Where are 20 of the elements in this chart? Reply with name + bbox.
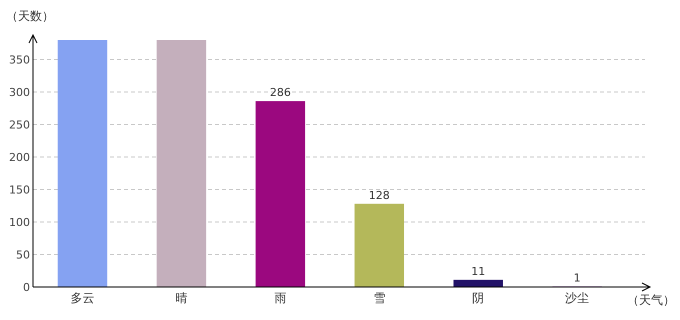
y-tick-label: 100	[9, 216, 30, 229]
x-tick-label: 晴	[175, 291, 188, 305]
y-tick-label: 150	[9, 184, 30, 196]
x-tick-label: 多云	[70, 291, 94, 305]
data-label: 11	[471, 264, 486, 278]
x-axis-title: （天气）	[627, 293, 675, 307]
data-label: 1	[574, 271, 581, 284]
y-axis-title: （天数）	[6, 9, 54, 23]
y-tick-label: 300	[9, 86, 30, 99]
y-tick-label: 350	[9, 54, 30, 66]
y-tick-label: 0	[23, 281, 30, 294]
x-tick-label: 阴	[472, 291, 484, 305]
x-tick-label: 雨	[274, 291, 286, 305]
data-label: 286	[270, 86, 291, 100]
y-tick-label: 50	[16, 248, 30, 262]
x-tick-label: 雪	[373, 291, 386, 305]
x-tick-label: 沙尘	[565, 291, 590, 305]
y-tick-label: 250	[9, 118, 30, 132]
y-tick-label: 200	[9, 151, 30, 164]
data-label: 128	[368, 188, 390, 202]
